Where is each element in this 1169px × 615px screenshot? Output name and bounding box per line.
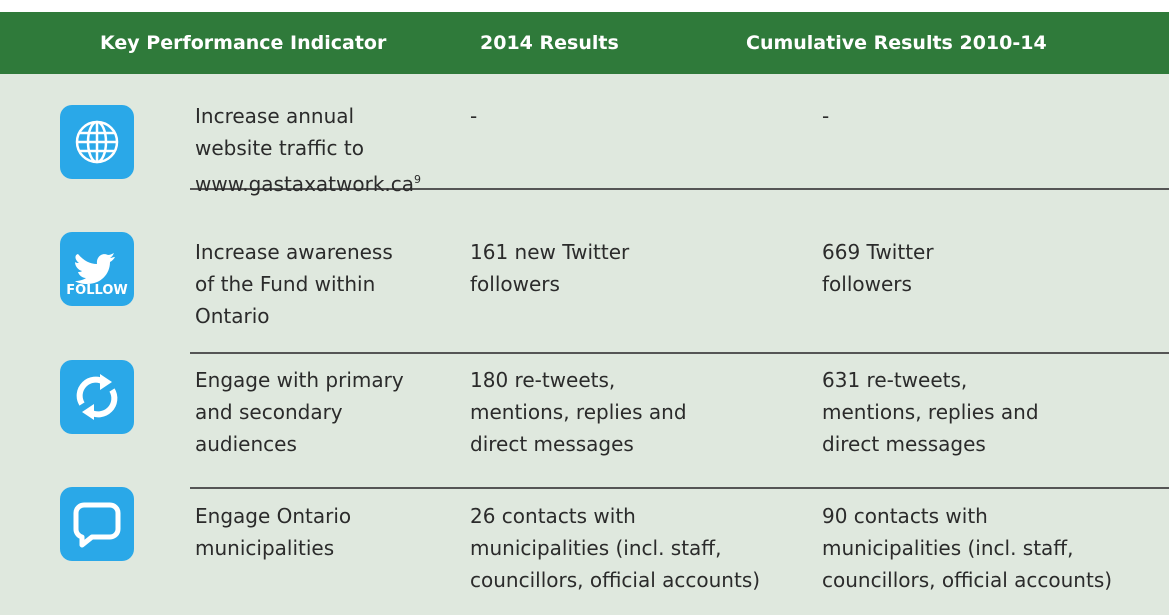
globe-icon [60, 105, 134, 179]
cell-text: Engage Ontario [195, 504, 352, 528]
cell-text: Ontario [195, 304, 270, 328]
refresh-icon [60, 360, 134, 434]
table-cell: Increase annual website traffic to www.gas… [195, 100, 421, 196]
table-cell: Increase awareness of the Fund within Onta… [195, 236, 393, 332]
cell-text: Engage with primary [195, 368, 404, 392]
cell-text: followers [470, 272, 560, 296]
cell-text: - [470, 104, 478, 128]
cell-line: municipalities (incl. staff, [822, 532, 1112, 564]
cell-text: Increase awareness [195, 240, 393, 264]
cell-text: mentions, replies and [822, 400, 1039, 424]
table-cell: - [470, 100, 477, 132]
cell-line: councillors, official accounts) [822, 564, 1112, 596]
cell-line: municipalities (incl. staff, [470, 532, 760, 564]
cell-text: of the Fund within [195, 272, 376, 296]
cell-text: 631 re-tweets, [822, 368, 968, 392]
row-divider [190, 188, 1169, 190]
cell-line: www.gastaxatwork.ca9 [195, 164, 421, 196]
cell-text: municipalities (incl. staff, [470, 536, 722, 560]
table-cell: 669 Twitter followers [822, 236, 934, 300]
cell-line: Ontario [195, 300, 393, 332]
cell-line: mentions, replies and [470, 396, 687, 428]
cell-line: of the Fund within [195, 268, 393, 300]
cell-line: municipalities [195, 532, 351, 564]
cell-text: municipalities (incl. staff, [822, 536, 1074, 560]
table-cell: 90 contacts with municipalities (incl. st… [822, 500, 1112, 596]
cell-text: audiences [195, 432, 297, 456]
cell-line: mentions, replies and [822, 396, 1039, 428]
cell-line: followers [822, 268, 934, 300]
cell-line: website traffic to [195, 132, 421, 164]
header-cell: Key Performance Indicator [100, 32, 387, 54]
row-divider [190, 487, 1169, 489]
cell-text: 161 new Twitter [470, 240, 630, 264]
row-divider [190, 352, 1169, 354]
table-cell: Engage Ontario municipalities [195, 500, 351, 564]
cell-text: councillors, official accounts) [822, 568, 1113, 592]
table-cell: 161 new Twitter followers [470, 236, 629, 300]
cell-line: direct messages [470, 428, 687, 460]
cell-text: and secondary [195, 400, 343, 424]
cell-line: and secondary [195, 396, 404, 428]
cell-line: councillors, official accounts) [470, 564, 760, 596]
cell-line: audiences [195, 428, 404, 460]
cell-text: municipalities [195, 536, 335, 560]
header-cell: Cumulative Results 2010-14 [746, 32, 1047, 54]
cell-line: - [822, 100, 829, 132]
cell-text: councillors, official accounts) [470, 568, 761, 592]
cell-line: 631 re-tweets, [822, 364, 1039, 396]
table-body [0, 74, 1169, 615]
cell-text: followers [822, 272, 912, 296]
table-cell: Engage with primary and secondary audience… [195, 364, 404, 460]
cell-line: 26 contacts with [470, 500, 760, 532]
cell-text: 90 contacts with [822, 504, 988, 528]
cell-text: website traffic to [195, 136, 364, 160]
cell-line: Increase annual [195, 100, 421, 132]
cell-line: followers [470, 268, 629, 300]
cell-line: direct messages [822, 428, 1039, 460]
cell-line: Engage Ontario [195, 500, 351, 532]
table-cell: 631 re-tweets, mentions, replies and direc… [822, 364, 1039, 460]
cell-text: www.gastaxatwork.ca [195, 172, 415, 196]
footnote-marker: 9 [414, 173, 422, 186]
cell-line: Increase awareness [195, 236, 393, 268]
header-cell: 2014 Results [480, 32, 619, 54]
cell-text: direct messages [470, 432, 634, 456]
cell-line: 669 Twitter [822, 236, 934, 268]
cell-text: direct messages [822, 432, 986, 456]
cell-line: 180 re-tweets, [470, 364, 687, 396]
chat-icon [60, 487, 134, 561]
cell-text: 180 re-tweets, [470, 368, 616, 392]
table-cell: 26 contacts with municipalities (incl. st… [470, 500, 760, 596]
cell-text: Increase annual [195, 104, 355, 128]
cell-line: Engage with primary [195, 364, 404, 396]
cell-text: 26 contacts with [470, 504, 636, 528]
cell-line: - [470, 100, 477, 132]
cell-text: 669 Twitter [822, 240, 934, 264]
cell-line: 161 new Twitter [470, 236, 629, 268]
table-cell: - [822, 100, 829, 132]
twitter-icon: FOLLOW [60, 232, 134, 306]
cell-line: 90 contacts with [822, 500, 1112, 532]
table-cell: 180 re-tweets, mentions, replies and direc… [470, 364, 687, 460]
cell-text: mentions, replies and [470, 400, 687, 424]
table-header: Key Performance Indicator 2014 Results C… [0, 12, 1169, 74]
cell-text: - [822, 104, 830, 128]
icon-label: FOLLOW [66, 283, 128, 298]
